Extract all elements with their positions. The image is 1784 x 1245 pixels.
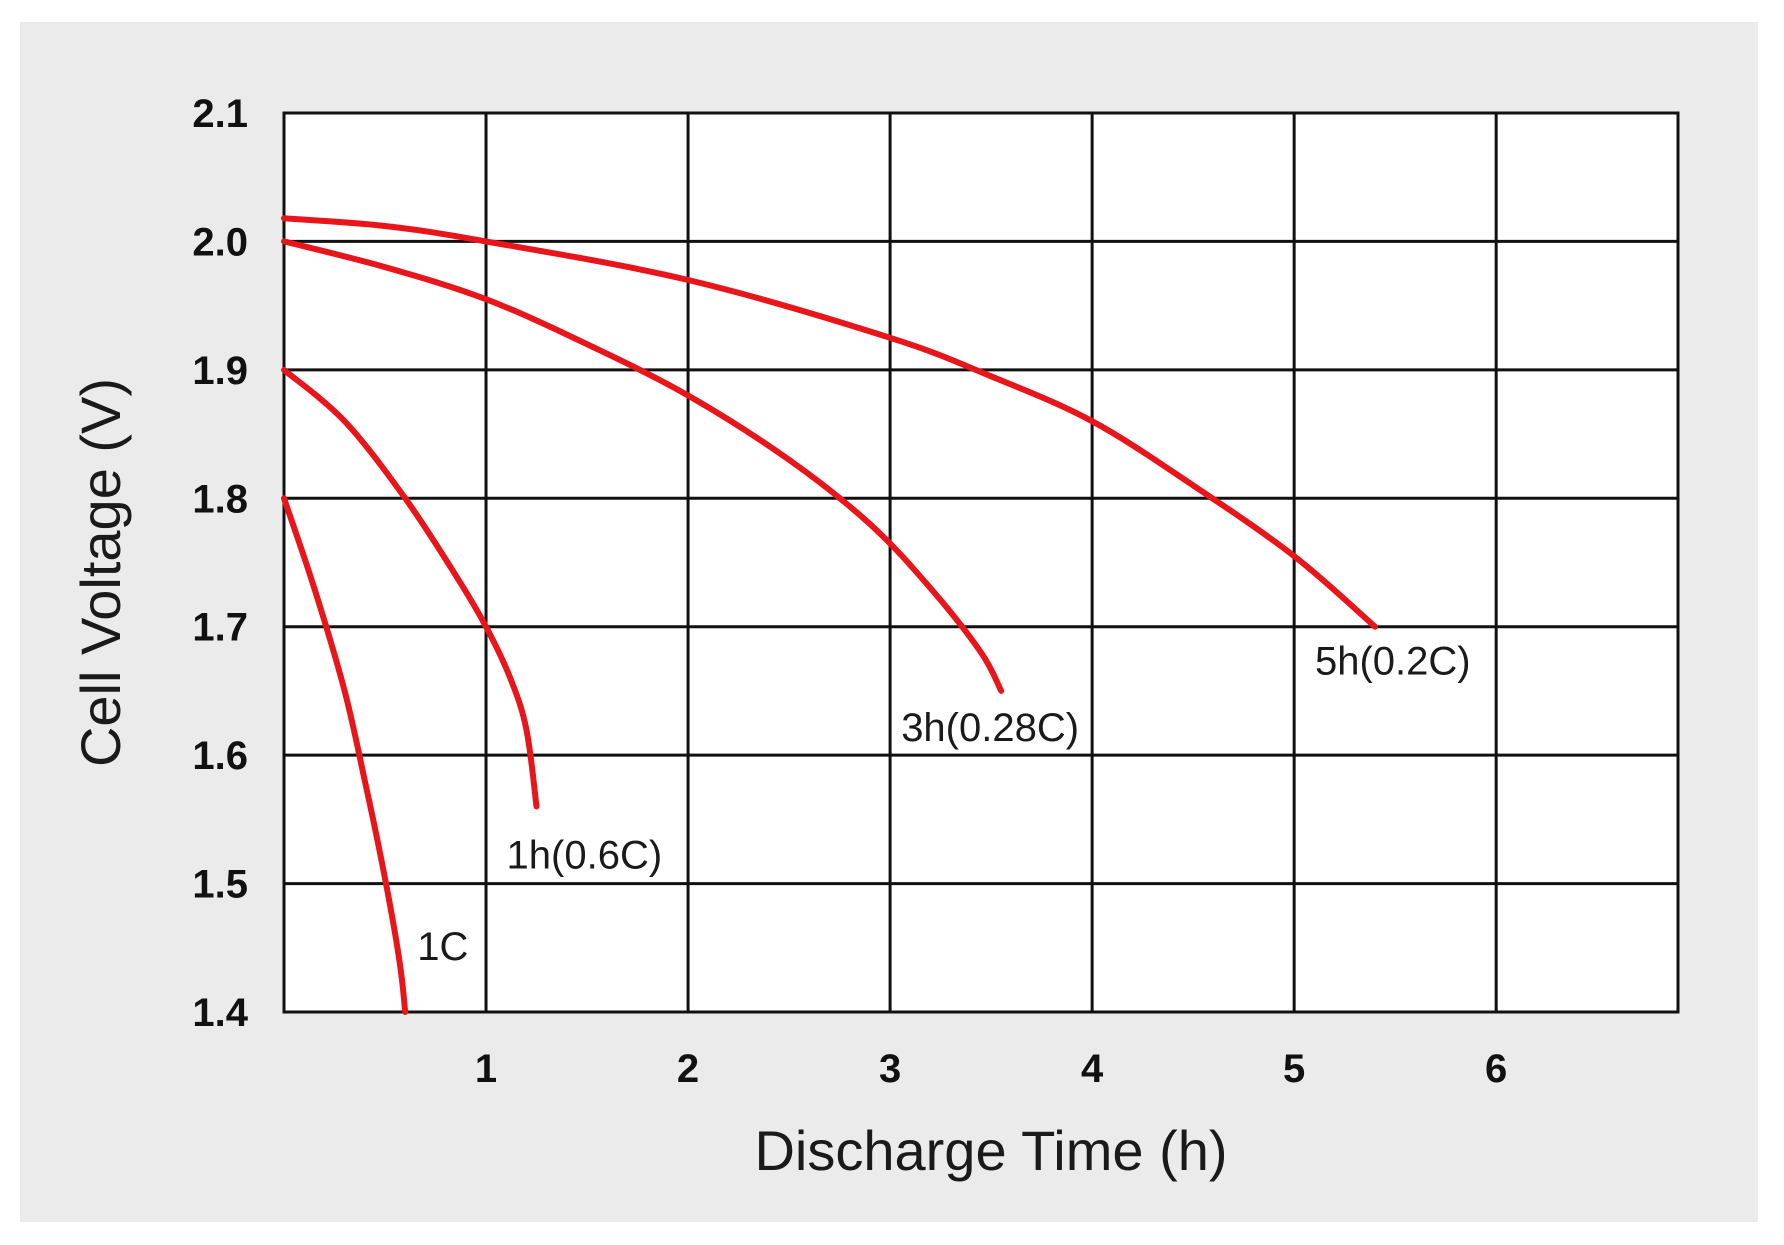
y-tick-label: 1.7 — [192, 606, 248, 650]
series-line-2 — [281, 238, 1005, 694]
y-tick-label: 1.6 — [192, 734, 248, 778]
y-tick-label: 1.8 — [192, 477, 248, 521]
y-tick-label: 1.4 — [192, 991, 248, 1035]
series-label: 3h(0.28C) — [901, 706, 1079, 750]
y-axis-title: Cell Voltage (V) — [69, 378, 132, 767]
x-tick-label: 4 — [1081, 1047, 1104, 1091]
series-label: 5h(0.2C) — [1315, 640, 1471, 684]
x-tick-label: 6 — [1485, 1047, 1507, 1091]
y-tick-label: 1.9 — [192, 349, 248, 393]
x-axis-title: Discharge Time (h) — [754, 1119, 1227, 1182]
series-line-1 — [281, 366, 540, 810]
series-lines — [281, 215, 1378, 1015]
series-line-3 — [281, 215, 1378, 630]
x-tick-label: 1 — [475, 1047, 497, 1091]
x-tick-label: 5 — [1283, 1047, 1305, 1091]
x-tick-label: 3 — [879, 1047, 901, 1091]
y-tick-label: 1.5 — [192, 863, 248, 907]
series-label: 1h(0.6C) — [507, 834, 663, 878]
plot-area — [282, 111, 1680, 1014]
series-labels: 1C 1h(0.6C) 3h(0.28C) 5h(0.2C) — [417, 640, 1470, 969]
series-label: 1C — [417, 925, 468, 969]
y-tick-label: 2.1 — [192, 92, 248, 136]
tick-labels: 1 2 3 4 5 6 1.4 1.5 1.6 1.7 1.8 1.9 2.0 2.1 — [192, 92, 1507, 1091]
series-line-0 — [281, 495, 409, 1015]
x-tick-label: 2 — [677, 1047, 699, 1091]
y-tick-label: 2.0 — [192, 220, 248, 264]
